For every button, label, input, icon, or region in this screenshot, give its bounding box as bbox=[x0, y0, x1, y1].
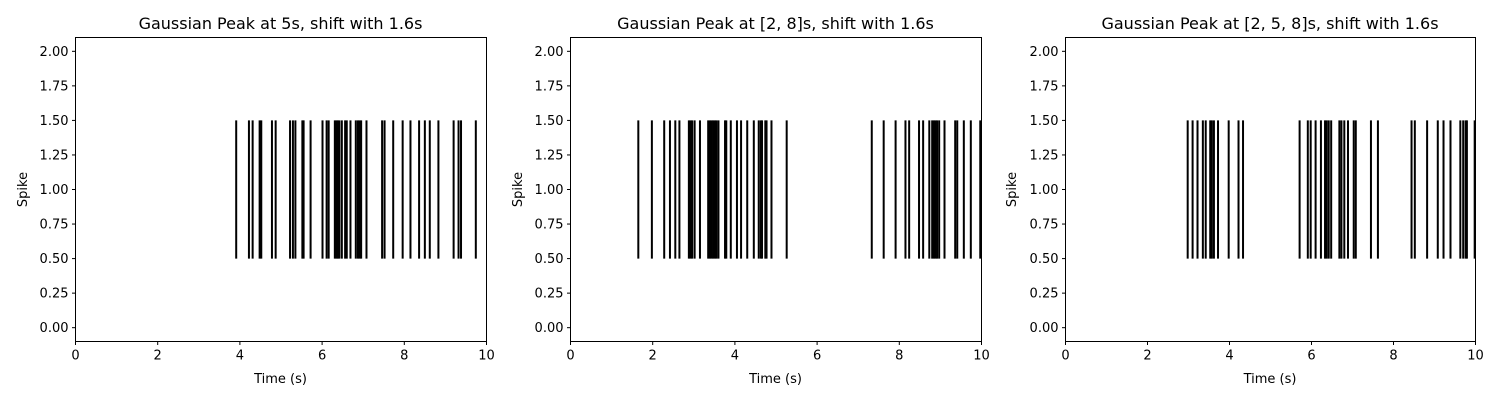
y-tick-label: 0.00 bbox=[535, 321, 564, 336]
y-tick-label: 0.75 bbox=[535, 218, 564, 233]
y-tick-label: 1.00 bbox=[1030, 183, 1059, 198]
x-tick-label: 6 bbox=[318, 349, 326, 364]
x-tick-label: 0 bbox=[71, 349, 79, 364]
x-tick-label: 6 bbox=[813, 349, 821, 364]
x-tick-label: 2 bbox=[649, 349, 657, 364]
y-tick-label: 1.50 bbox=[1030, 114, 1059, 129]
y-tick-label: 0.00 bbox=[40, 321, 69, 336]
x-tick-label: 10 bbox=[1467, 349, 1484, 364]
y-axis-ticks: 0.00 0.25 0.50 0.75 1.00 1.25 1.50 1.75 2.00 bbox=[1030, 45, 1066, 336]
subplot-title: Gaussian Peak at 5s, shift with 1.6s bbox=[139, 14, 423, 33]
x-axis-ticks: 0 2 4 6 8 10 bbox=[1061, 341, 1484, 364]
subplot-1: Gaussian Peak at 5s, shift with 1.6s 0.0… bbox=[16, 14, 495, 387]
y-tick-label: 0.50 bbox=[40, 252, 69, 267]
plot-area-frame bbox=[75, 37, 487, 342]
x-axis-ticks: 0 2 4 6 8 10 bbox=[71, 341, 495, 364]
y-tick-label: 0.75 bbox=[1030, 218, 1059, 233]
x-tick-label: 6 bbox=[1307, 349, 1315, 364]
subplot-2: Gaussian Peak at [2, 8]s, shift with 1.6… bbox=[511, 14, 990, 387]
x-axis-label: Time (s) bbox=[1243, 372, 1297, 387]
x-tick-label: 2 bbox=[154, 349, 162, 364]
plot-area-frame bbox=[1065, 37, 1476, 342]
y-axis-label: Spike bbox=[16, 172, 31, 207]
y-tick-label: 1.75 bbox=[40, 79, 69, 94]
y-tick-label: 0.50 bbox=[535, 252, 564, 267]
x-tick-label: 4 bbox=[731, 349, 739, 364]
x-tick-label: 4 bbox=[236, 349, 244, 364]
x-tick-label: 8 bbox=[895, 349, 903, 364]
x-tick-label: 8 bbox=[1389, 349, 1397, 364]
y-tick-label: 0.25 bbox=[1030, 287, 1059, 302]
x-tick-label: 0 bbox=[566, 349, 574, 364]
y-tick-label: 1.50 bbox=[40, 114, 69, 129]
y-tick-label: 1.75 bbox=[535, 79, 564, 94]
y-tick-label: 2.00 bbox=[535, 45, 564, 60]
x-tick-label: 10 bbox=[973, 349, 990, 364]
x-axis-label: Time (s) bbox=[748, 372, 802, 387]
y-tick-label: 1.25 bbox=[535, 148, 564, 163]
y-tick-label: 1.75 bbox=[1030, 79, 1059, 94]
y-tick-label: 2.00 bbox=[40, 45, 69, 60]
y-tick-label: 1.00 bbox=[40, 183, 69, 198]
y-tick-label: 2.00 bbox=[1030, 45, 1059, 60]
x-tick-label: 8 bbox=[400, 349, 408, 364]
subplot-3: Gaussian Peak at [2, 5, 8]s, shift with … bbox=[1005, 14, 1484, 387]
x-tick-label: 0 bbox=[1061, 349, 1069, 364]
y-axis-label: Spike bbox=[511, 172, 526, 207]
y-axis-ticks: 0.00 0.25 0.50 0.75 1.00 1.25 1.50 1.75 2.00 bbox=[535, 45, 571, 336]
y-tick-label: 0.75 bbox=[40, 218, 69, 233]
spike-events bbox=[235, 120, 477, 259]
y-tick-label: 1.50 bbox=[535, 114, 564, 129]
x-tick-label: 2 bbox=[1143, 349, 1151, 364]
y-tick-label: 1.00 bbox=[535, 183, 564, 198]
plot-area-frame bbox=[570, 37, 982, 342]
y-tick-label: 0.00 bbox=[1030, 321, 1059, 336]
subplot-title: Gaussian Peak at [2, 5, 8]s, shift with … bbox=[1101, 14, 1438, 33]
y-tick-label: 1.25 bbox=[40, 148, 69, 163]
y-tick-label: 0.25 bbox=[40, 287, 69, 302]
x-axis-label: Time (s) bbox=[253, 372, 307, 387]
x-tick-label: 4 bbox=[1225, 349, 1233, 364]
subplot-title: Gaussian Peak at [2, 8]s, shift with 1.6… bbox=[617, 14, 934, 33]
x-tick-label: 10 bbox=[478, 349, 495, 364]
y-tick-label: 0.50 bbox=[1030, 252, 1059, 267]
spike-events bbox=[1186, 120, 1476, 259]
y-axis-ticks: 0.00 0.25 0.50 0.75 1.00 1.25 1.50 1.75 2.00 bbox=[40, 45, 76, 336]
y-tick-label: 1.25 bbox=[1030, 148, 1059, 163]
y-tick-label: 0.25 bbox=[535, 287, 564, 302]
spike-events bbox=[637, 120, 982, 259]
y-axis-label: Spike bbox=[1005, 172, 1020, 207]
x-axis-ticks: 0 2 4 6 8 10 bbox=[566, 341, 990, 364]
